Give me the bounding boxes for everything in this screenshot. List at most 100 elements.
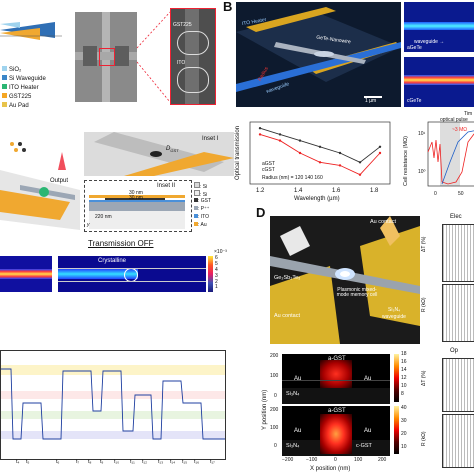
dim-220nm: 220 nm [95,214,112,220]
cbar-top-10: 10 [401,383,407,389]
bot-sim-cgst: c-GST [356,443,372,449]
dim-30nm-a: 30 nm [129,190,143,196]
waveguide-label: waveguide [382,314,406,320]
data-point-aGST-4 [338,151,342,155]
cbar-bot-10: 10 [401,444,407,450]
crystalline-label: Crystalline [98,258,127,264]
d-right-electrical: Elec ΔT (%) R (kΩ) [421,212,474,342]
panel-b-device-render: GeTe-Nanowire ITO Heater Radius waveguid… [236,2,401,107]
d-xlabel: X position (nm) [310,466,351,472]
data-point-cGST-6 [378,151,382,155]
res-time-label: Tim [464,111,473,117]
trace-ticks: t₄ t₅ t₆ t₇ t₈ t₉ t₁₀ t₁₁ t₁₂ t₁₃ t₁₄ t₁… [16,460,226,472]
data-point-cGST-5 [358,173,362,176]
tx-xtick-3: 1.6 [332,188,341,194]
trace-tick-t8: t₈ [88,459,92,465]
tx-radius-label: Radius (nm) = 120 140 160 [262,175,323,181]
res-pulse-label: optical pulse [440,117,468,123]
dim-30nm-b: 30 nm [129,195,143,201]
data-point-aGST-1 [278,133,282,136]
cbar-top-18: 18 [401,351,407,357]
d-ytick-top-0: 0 [274,393,277,399]
d-ytick-group: 200 100 0 200 100 0 [270,354,282,454]
data-point-cGST-1 [278,139,282,142]
panel-d-device-render: Au contact Au contact Ge₂Sb₂Te₅ Plasmoni… [270,216,420,344]
transmission-plot [249,121,391,185]
d-ylabel: Y position (nm) [262,389,268,430]
tx-xtick-4: 1.8 [370,188,379,194]
trace-tick-t17: t₁₇ [210,459,215,465]
d-xtick-group: −200 −100 0 100 200 [282,458,394,466]
res-ytick-1: 10¹ [418,131,426,137]
mode-cgete-label: cGeTe [407,98,422,104]
panel-b-mode-profiles: waveguide → aGeTe cGeTe [404,2,474,110]
sem-label-gst: GST225 [173,22,192,28]
resistance-ylabel: Cell resistance (MΩ) [403,136,409,186]
res-xtick-2: 50 [458,191,464,197]
trace-tick-t5: t₅ [26,459,30,465]
cbar-tick-2: 2 [215,279,218,285]
d-right-ylabel-r-2: R (kΩ) [421,431,427,446]
d-colorbar-bottom [394,406,399,454]
data-point-cGST-3 [318,161,322,164]
legend-item-waveguide: Si Waveguide [2,75,46,82]
inset-1: Inset I DGST [84,132,234,176]
resistance-plot [427,121,474,187]
d-xtick-100: 100 [354,457,363,463]
d-ytick-bot-200: 200 [270,407,279,413]
tx-xlabel: Wavelength (µm) [294,196,340,202]
data-point-aGST-3 [318,145,322,148]
top-sim-agst: a-GST [328,356,346,362]
d-xtick-200: 200 [378,457,387,463]
tx-legend-cgst: cGST [262,167,275,173]
cbar-top-12: 12 [401,375,407,381]
legend-item-sio2: SiO₂ [2,66,21,73]
trace-tick-t7: t₇ [76,459,80,465]
trace-tick-t12: t₁₂ [142,459,148,465]
data-point-aGST-5 [358,161,362,164]
cbar-top-8: 8 [401,391,404,397]
tx-xtick-1: 1.2 [256,188,265,194]
panel-b-transmission-chart: Optical transmission 1.2 1.4 1.6 1.8 Wav… [235,118,406,208]
data-point-cGST-4 [338,164,342,167]
d-right-optical: Op ΔT (%) R (kΩ) [421,346,474,472]
trace-tick-t11: t₁₁ [130,459,135,465]
d-ytick-top-100: 100 [270,373,279,379]
cbar-tick-6: 6 [215,255,218,261]
multilevel-trace [0,350,226,460]
cbar-top-14: 14 [401,367,407,373]
data-point-cGST-0 [258,133,262,136]
sem-label-ito: ITO [177,60,186,66]
legend-item-aupad: Au Pad [2,102,29,109]
d-right-ylabel-dt-2: ΔT (%) [421,370,427,386]
panel-letter-b: B [223,0,233,14]
panel-a: SiO₂ Si Waveguide ITO Heater GST225 Au P… [0,0,232,128]
cbar-tick-3: 3 [215,273,218,279]
material-label: Ge₂Sb₂Te₅ [274,275,301,281]
bot-sim-agst: a-GST [328,408,346,414]
inset-1-title: Inset I [202,136,219,142]
panel-c-render: Output [0,130,80,230]
plasmonic-label: Plasmonic mixed-mode memory cell [336,287,378,298]
res-value-label: ~3 MΩ [452,127,467,133]
trace-tick-t6: t₆ [56,459,60,465]
data-point-aGST-6 [378,145,382,148]
transmission-ylabel: Optical transmission [235,125,241,180]
top-sim-au-left: Au [294,376,302,382]
d-ytick-bot-0: 0 [274,443,277,449]
bot-sim-sin: Si₃N₄ [286,443,300,449]
tx-legend-agst: aGST [262,161,276,167]
series-line-aGST [259,127,381,163]
legend-item-gst: GST225 [2,93,31,100]
field-colorbar [208,256,213,292]
transmission-off-title: Transmission OFF [88,239,154,248]
top-sim-sin: Si₃N₄ [286,391,300,397]
d-right-ylabel-dt: ΔT (%) [421,236,427,252]
mode-agete-label: aGeTe [407,45,422,51]
d-right-ylabel-r: R (kΩ) [421,297,427,312]
bot-sim-au-right: Au [364,428,372,434]
tx-xtick-2: 1.4 [294,188,303,194]
d-sim-bottom: a-GST Au Au Si₃N₄ c-GST [282,406,390,456]
trace-tick-t15: t₁₅ [182,459,188,465]
top-sim-au-right: Au [364,376,372,382]
